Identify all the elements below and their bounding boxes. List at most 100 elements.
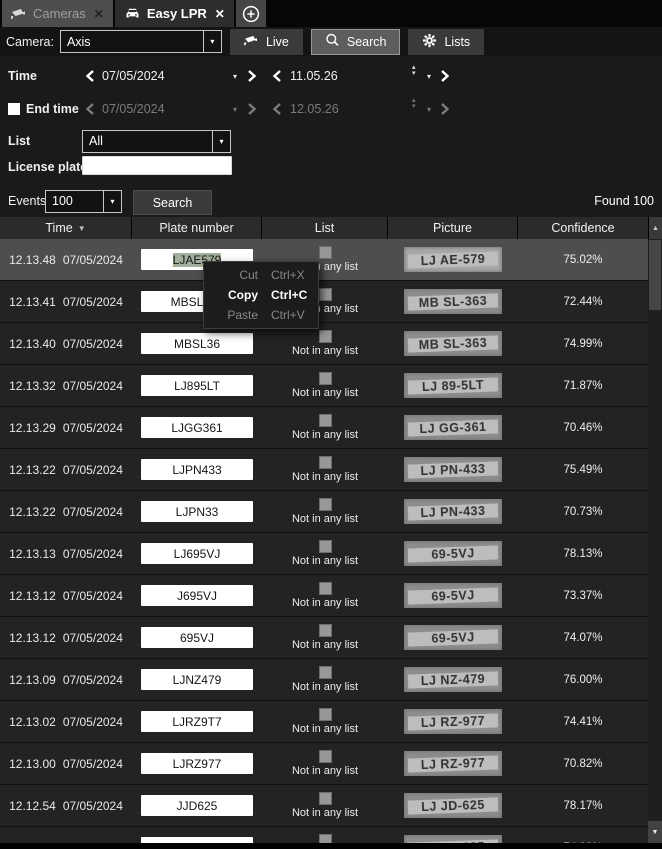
plate-picture[interactable]: 69-5VJ — [404, 583, 502, 608]
list-checkbox[interactable] — [318, 708, 332, 721]
time-value[interactable]: 11.05.26 — [290, 69, 338, 83]
table-row[interactable]: 12.13.12 07/05/2024 J695VJ Not in any lis… — [0, 575, 648, 617]
table-row[interactable]: 12.13.00 07/05/2024 LJRZ977 Not in any li… — [0, 743, 648, 785]
next-time-button[interactable] — [440, 65, 450, 87]
table-row[interactable]: 12.13.13 07/05/2024 LJ695VJ Not in any li… — [0, 533, 648, 575]
list-checkbox[interactable] — [318, 834, 332, 843]
table-row[interactable]: 12.13.22 07/05/2024 LJPN33 Not in any lis… — [0, 491, 648, 533]
plate-picture[interactable]: LJ AE-579 — [404, 247, 502, 272]
list-checkbox[interactable] — [318, 792, 332, 805]
column-header-confidence[interactable]: Confidence — [518, 217, 648, 239]
time-dropdown-icon[interactable]: ▾ — [427, 71, 432, 81]
list-checkbox[interactable] — [318, 372, 332, 385]
next-date-button[interactable] — [247, 65, 257, 87]
search-button[interactable]: Search — [133, 190, 212, 215]
plate-number-input[interactable]: LJRZ977 — [141, 753, 253, 774]
plate-number-input[interactable]: LJPN433 — [141, 459, 253, 480]
plate-picture[interactable]: LJ JD-625 — [404, 835, 502, 843]
table-row[interactable]: 12.13.12 07/05/2024 695VJ Not in any list… — [0, 617, 648, 659]
plate-picture[interactable]: LJ RZ-977 — [404, 709, 502, 734]
list-checkbox[interactable] — [318, 288, 332, 301]
list-checkbox[interactable] — [318, 246, 332, 259]
plate-number-input[interactable]: MBSL36 — [141, 333, 253, 354]
list-checkbox[interactable] — [318, 582, 332, 595]
column-header-plate[interactable]: Plate number — [132, 217, 262, 239]
table-row[interactable]: 12.13.09 07/05/2024 LJNZ479 Not in any li… — [0, 659, 648, 701]
plate-picture[interactable]: LJ RZ-977 — [404, 751, 502, 776]
list-checkbox[interactable] — [318, 456, 332, 469]
column-header-time[interactable]: Time ▼ — [0, 217, 132, 239]
table-body: 12.13.48 07/05/2024 LJAE579 Not in any li… — [0, 239, 648, 843]
close-icon[interactable]: ✕ — [214, 6, 225, 21]
table-row[interactable]: 12.13.40 07/05/2024 MBSL36 Not in any lis… — [0, 323, 648, 365]
list-checkbox[interactable] — [318, 330, 332, 343]
toolbar: Camera: Axis ▾ Live Search Lists — [0, 27, 662, 56]
plate-picture[interactable]: LJ GG-361 — [404, 415, 502, 440]
vertical-scrollbar[interactable]: ▲ ▼ — [648, 217, 662, 843]
context-menu-item[interactable]: Cut Ctrl+X — [239, 268, 305, 282]
plate-picture[interactable]: 69-5VJ — [404, 625, 502, 650]
date-value[interactable]: 07/05/2024 — [102, 69, 165, 83]
plate-number-input[interactable]: LJJD625 — [141, 837, 253, 843]
plate-number-input[interactable]: LJNZ479 — [141, 669, 253, 690]
list-checkbox[interactable] — [318, 498, 332, 511]
search-mode-button[interactable]: Search — [310, 28, 401, 55]
live-button[interactable]: Live — [229, 28, 303, 55]
plate-number-input[interactable]: JJD625 — [141, 795, 253, 816]
lists-button[interactable]: Lists — [408, 28, 485, 55]
plate-picture[interactable]: LJ JD-625 — [404, 793, 502, 818]
plate-picture[interactable]: 69-5VJ — [404, 541, 502, 566]
list-select[interactable]: All ▾ — [82, 129, 231, 153]
date-dropdown-icon[interactable]: ▾ — [233, 71, 238, 81]
scroll-down-button[interactable]: ▼ — [648, 821, 662, 843]
close-icon[interactable]: ✕ — [93, 6, 104, 21]
list-checkbox[interactable] — [318, 540, 332, 553]
plate-number-input[interactable]: J695VJ — [141, 585, 253, 606]
list-checkbox[interactable] — [318, 750, 332, 763]
plate-picture[interactable]: LJ PN-433 — [404, 457, 502, 482]
list-checkbox[interactable] — [318, 414, 332, 427]
plate-number-input[interactable]: LJ695VJ — [141, 543, 253, 564]
new-tab-button[interactable] — [235, 0, 266, 27]
table-row[interactable]: 12.13.48 07/05/2024 LJAE579 Not in any li… — [0, 239, 648, 281]
confidence-value: 74.99% — [563, 337, 603, 350]
table-row[interactable]: 12.13.02 07/05/2024 LJRZ9T7 Not in any li… — [0, 701, 648, 743]
column-header-picture[interactable]: Picture — [388, 217, 518, 239]
chevron-down-icon: ▾ — [103, 190, 121, 212]
column-header-list[interactable]: List — [262, 217, 388, 239]
scrollbar-thumb[interactable] — [649, 240, 661, 310]
table-row[interactable]: 12.13.29 07/05/2024 LJGG361 Not in any li… — [0, 407, 648, 449]
context-menu-item[interactable]: Paste Ctrl+V — [227, 308, 305, 322]
prev-date-button[interactable] — [85, 65, 95, 87]
table-row[interactable]: 12.12.54 07/05/2024 JJD625 Not in any lis… — [0, 785, 648, 827]
end-time-checkbox[interactable] — [8, 98, 20, 120]
plate-picture[interactable]: LJ PN-433 — [404, 499, 502, 524]
events-count-select[interactable]: 100 ▾ — [45, 189, 122, 213]
table-row[interactable]: 12.13.32 07/05/2024 LJ895LT Not in any li… — [0, 365, 648, 407]
list-status: Not in any list — [291, 429, 359, 441]
plate-number-input[interactable]: LJ895LT — [141, 375, 253, 396]
plate-number-input[interactable]: LJPN33 — [141, 501, 253, 522]
plate-number-input[interactable]: LJRZ9T7 — [141, 711, 253, 732]
plate-picture[interactable]: MB SL-363 — [404, 289, 502, 314]
plate-picture[interactable]: LJ NZ-479 — [404, 667, 502, 692]
prev-time-button[interactable] — [272, 65, 282, 87]
tab-cameras[interactable]: Cameras ✕ — [2, 0, 113, 27]
license-plate-input[interactable] — [82, 156, 232, 175]
list-checkbox[interactable] — [318, 666, 332, 679]
tab-easy-lpr[interactable]: Easy LPR ✕ — [114, 0, 234, 27]
confidence-value: 75.02% — [563, 253, 603, 266]
scroll-up-button[interactable]: ▲ — [648, 217, 662, 239]
table-row[interactable]: 12.12.5307/05/2024 LJJD625 Not in any li… — [0, 827, 648, 843]
list-checkbox[interactable] — [318, 624, 332, 637]
time-spinner[interactable]: ▴ ▾ — [412, 64, 416, 77]
context-menu-item[interactable]: Copy Ctrl+C — [228, 288, 308, 302]
table-row[interactable]: 12.13.41 07/05/2024 MBSL363 Not in any li… — [0, 281, 648, 323]
plate-number-input[interactable]: 695VJ — [141, 627, 253, 648]
plate-picture[interactable]: MB SL-363 — [404, 331, 502, 356]
plate-number-input[interactable]: LJGG361 — [141, 417, 253, 438]
plate-picture[interactable]: LJ 89-5LT — [404, 373, 502, 398]
camera-select[interactable]: Axis ▾ — [59, 30, 222, 53]
table-row[interactable]: 12.13.22 07/05/2024 LJPN433 Not in any li… — [0, 449, 648, 491]
row-time: 12.13.22 07/05/2024 — [9, 462, 123, 477]
